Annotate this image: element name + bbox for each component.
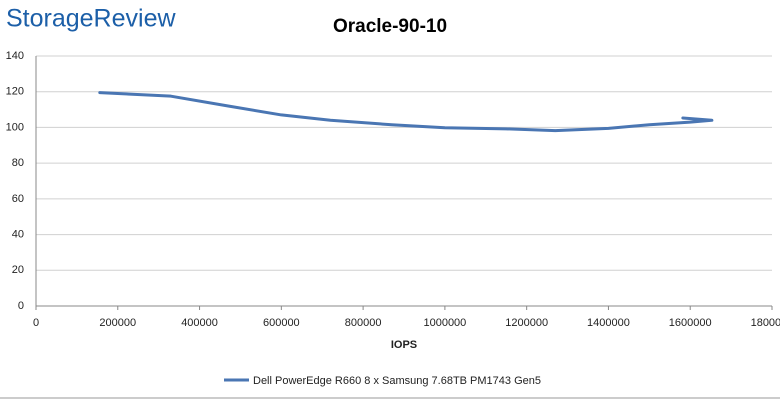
x-tick-label: 1800000 [751, 317, 780, 329]
x-tick-label: 1000000 [423, 317, 466, 329]
data-line [98, 91, 714, 133]
x-tick-label: 400000 [181, 317, 218, 329]
y-tick-label: 60 [12, 193, 24, 205]
y-tick-label: 80 [12, 157, 24, 169]
brand-logo: StorageReview [6, 5, 176, 33]
x-tick-label: 800000 [345, 317, 382, 329]
y-tick-label: 20 [12, 264, 24, 276]
x-tick-label: 1600000 [669, 317, 712, 329]
x-axis-label: IOPS [391, 339, 417, 351]
y-tick-label: 140 [6, 50, 24, 62]
chart-title: Oracle-90-10 [333, 16, 447, 37]
x-tick-label: 600000 [263, 317, 300, 329]
x-tick-label: 1400000 [587, 317, 630, 329]
x-tick-label: 200000 [99, 317, 136, 329]
y-tick-label: 120 [6, 86, 24, 98]
x-tick-label: 0 [33, 317, 39, 329]
y-tick-label: 100 [6, 121, 24, 133]
y-tick-label: 0 [18, 300, 24, 312]
x-tick-label: 1200000 [505, 317, 548, 329]
legend-label: Dell PowerEdge R660 8 x Samsung 7.68TB P… [253, 375, 541, 387]
y-tick-label: 40 [12, 228, 24, 240]
